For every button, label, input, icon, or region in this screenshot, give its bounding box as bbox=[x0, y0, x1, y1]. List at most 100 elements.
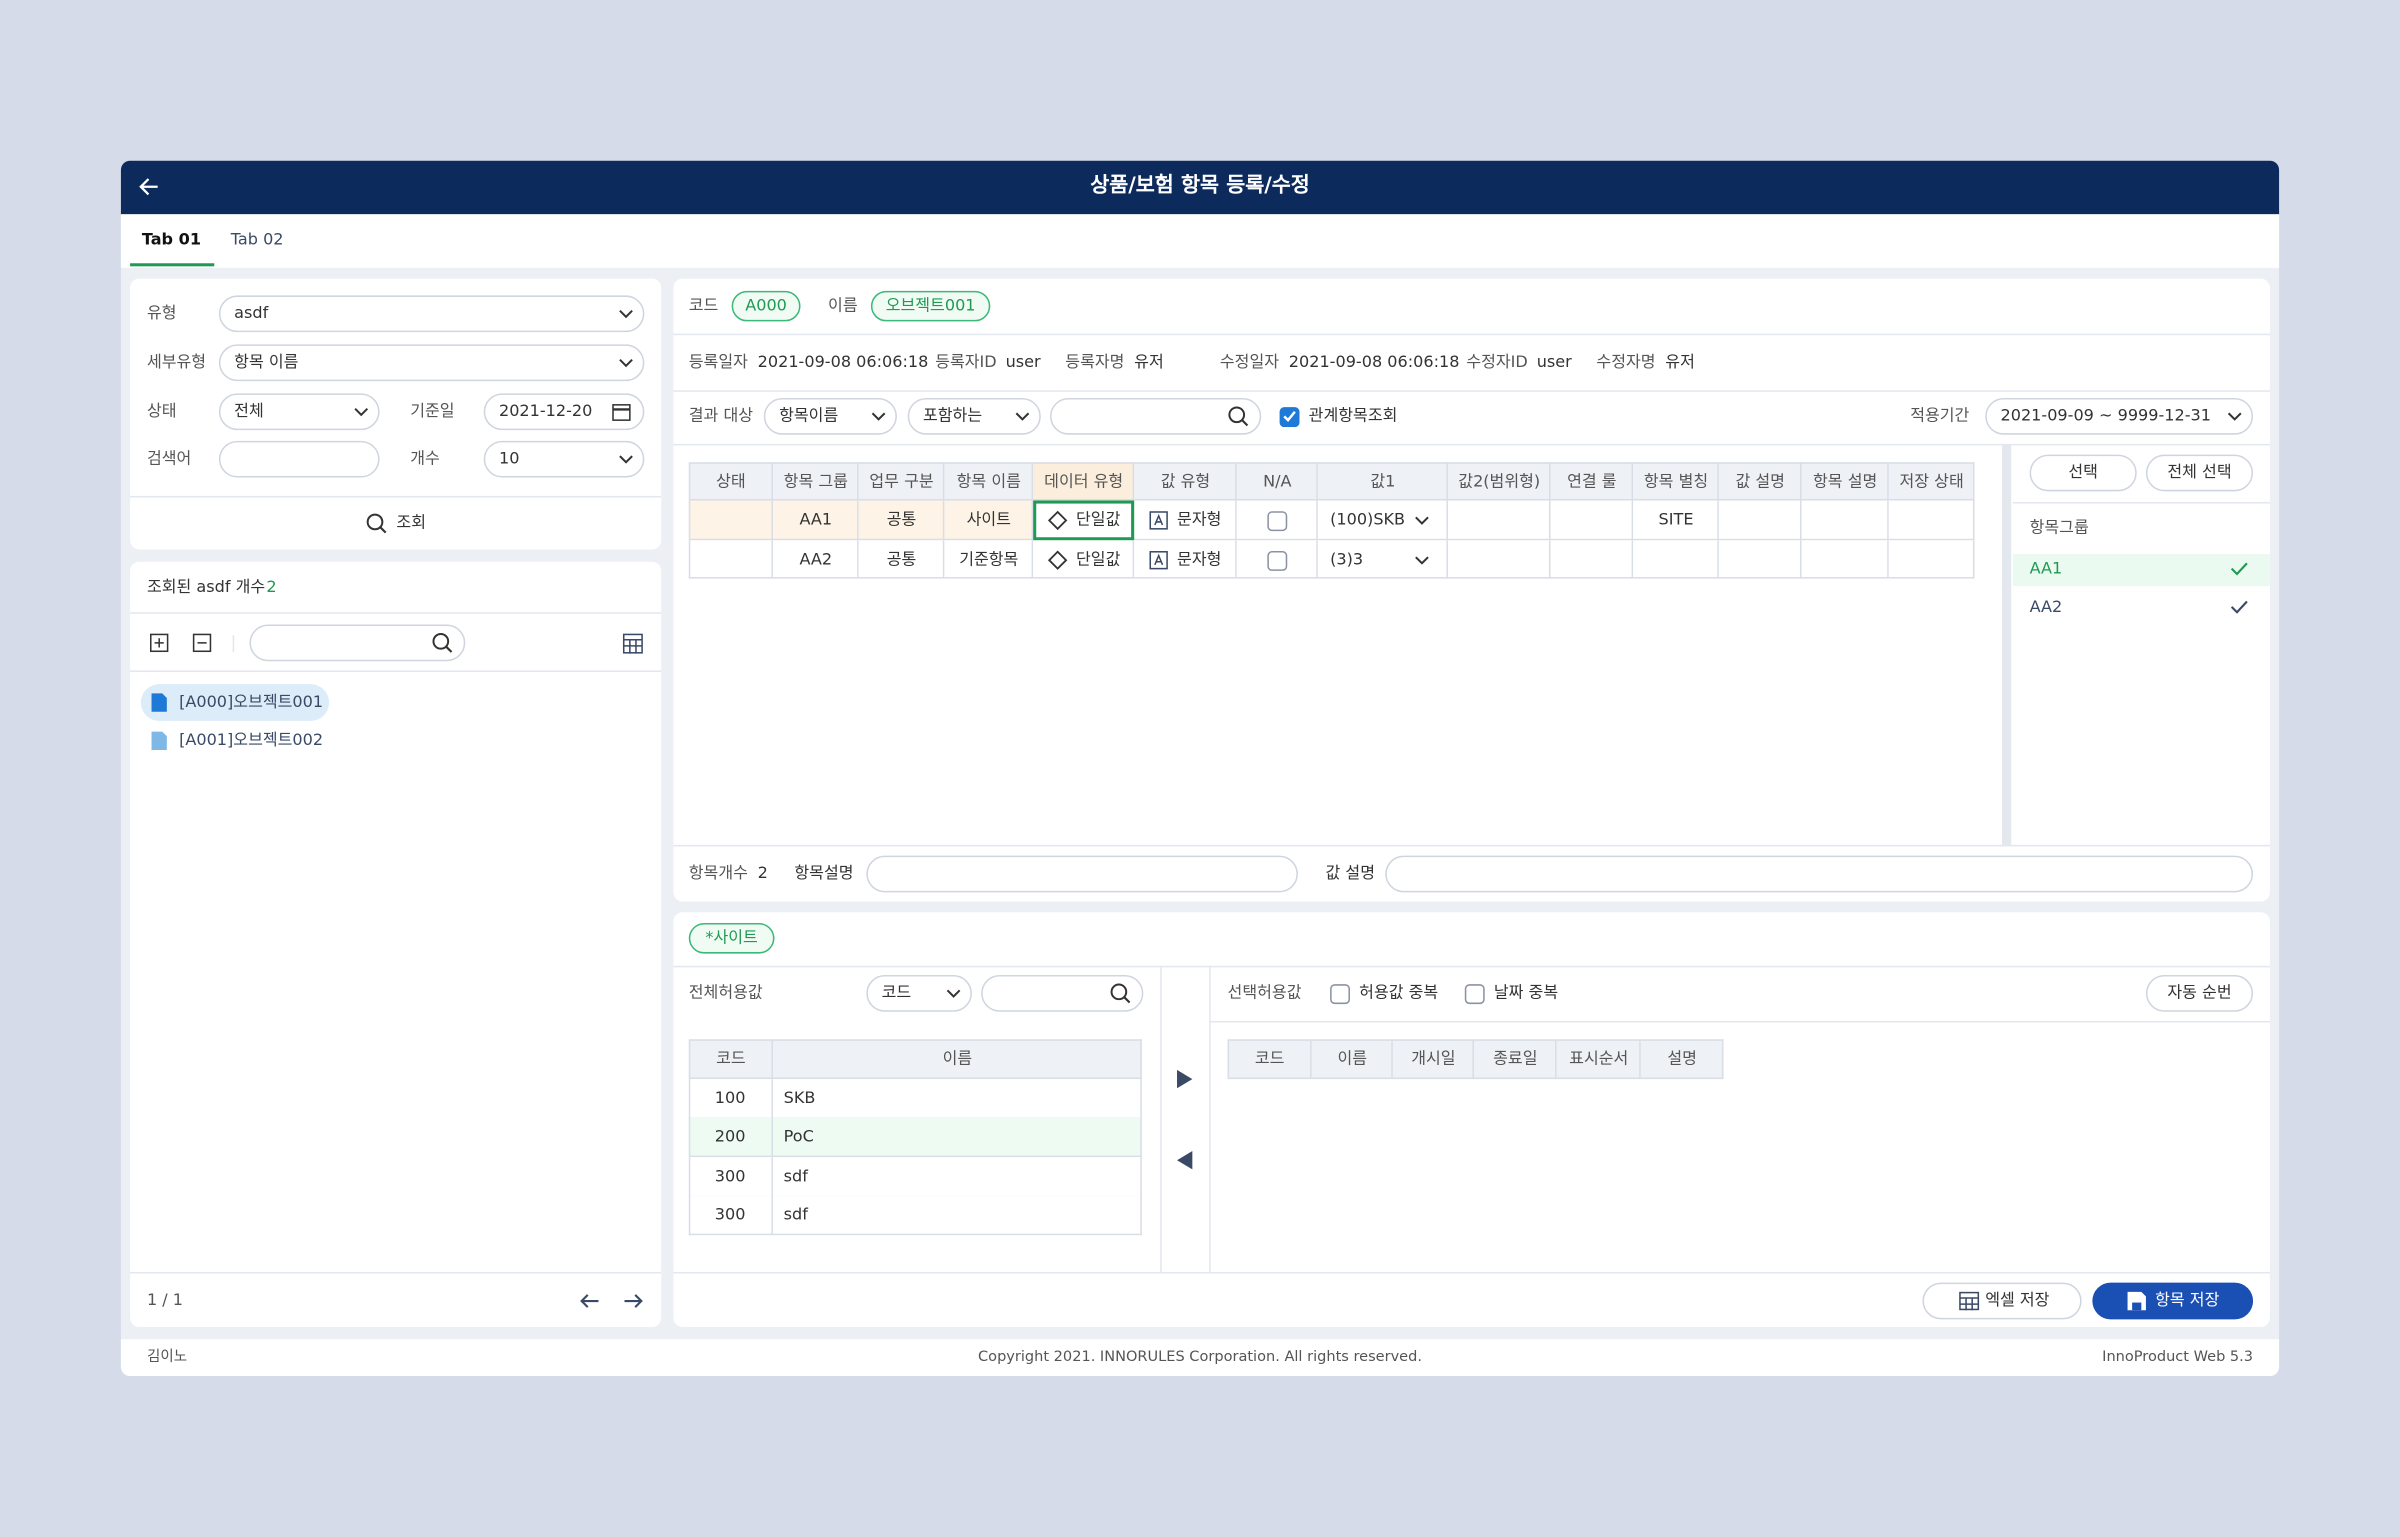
filter-input[interactable] bbox=[1050, 397, 1262, 435]
expand-all-part[interactable] bbox=[154, 638, 164, 648]
meta-label: 등록자명 bbox=[1065, 353, 1125, 372]
move-right-part[interactable] bbox=[1177, 1069, 1193, 1089]
table-cell[interactable] bbox=[772, 500, 859, 541]
chevron-down-part bbox=[1415, 555, 1429, 564]
table-cell[interactable] bbox=[688, 540, 773, 579]
checkbox[interactable] bbox=[1267, 511, 1288, 532]
checkbox[interactable] bbox=[1267, 550, 1288, 571]
value-desc-input[interactable] bbox=[1385, 855, 2254, 893]
table-cell[interactable] bbox=[944, 500, 1034, 541]
grid-icon-part[interactable] bbox=[623, 639, 643, 654]
search-by-select[interactable] bbox=[866, 975, 972, 1012]
back-arrow-part[interactable] bbox=[139, 178, 158, 196]
check-mark-part bbox=[2230, 562, 2248, 576]
tab[interactable]: Tab 01 bbox=[141, 230, 202, 250]
table-cell[interactable] bbox=[772, 1079, 1142, 1119]
move-left[interactable] bbox=[1177, 1151, 1193, 1170]
table-cell[interactable] bbox=[858, 540, 945, 579]
prev-arrow[interactable] bbox=[580, 1293, 600, 1308]
expand-all[interactable] bbox=[150, 633, 169, 653]
move-right[interactable] bbox=[1177, 1069, 1193, 1089]
save-button-label: 항목 저장 bbox=[2155, 1291, 2220, 1310]
table-cell[interactable] bbox=[1134, 540, 1237, 579]
search-button[interactable]: 조회 bbox=[396, 513, 427, 533]
table-cell[interactable] bbox=[1550, 500, 1634, 541]
table-cell[interactable] bbox=[772, 540, 859, 579]
next-arrow[interactable] bbox=[623, 1293, 643, 1308]
expand-all-part[interactable] bbox=[150, 633, 169, 653]
table-cell[interactable] bbox=[1550, 540, 1634, 579]
auto-order-button-label: 자동 순번 bbox=[2167, 983, 2232, 1003]
excel-button[interactable] bbox=[1922, 1282, 2082, 1320]
tab[interactable]: Tab 02 bbox=[230, 230, 284, 250]
tree-title: 조회된 asdf 개수 bbox=[146, 578, 266, 597]
excel-button-label: 엑셀 저장 bbox=[1985, 1291, 2050, 1310]
tree-item[interactable]: [A000]오브젝트001 bbox=[179, 692, 324, 712]
table-cell[interactable] bbox=[688, 500, 773, 541]
diamond-icon-part bbox=[1047, 510, 1068, 531]
table-cell[interactable] bbox=[1134, 500, 1237, 541]
chevron-down bbox=[619, 310, 633, 319]
tree-search[interactable] bbox=[249, 624, 466, 662]
count-select[interactable] bbox=[483, 440, 645, 478]
grid-icon-part[interactable] bbox=[622, 633, 643, 654]
save-button[interactable] bbox=[2092, 1282, 2254, 1320]
tree-item[interactable]: [A001]오브젝트002 bbox=[179, 731, 324, 750]
back-arrow[interactable] bbox=[139, 178, 159, 196]
checkbox[interactable] bbox=[1464, 984, 1485, 1005]
table-cell[interactable] bbox=[772, 1157, 1142, 1197]
table-cell[interactable] bbox=[1633, 540, 1719, 579]
calendar-icon-part bbox=[612, 404, 631, 421]
date-input[interactable] bbox=[483, 393, 645, 431]
chevron-down-part bbox=[619, 358, 633, 368]
select-button[interactable] bbox=[2029, 454, 2137, 492]
save-icon bbox=[2127, 1291, 2146, 1311]
divider bbox=[1209, 965, 1211, 1272]
tab-underline bbox=[130, 263, 215, 267]
table-cell[interactable] bbox=[772, 1195, 1142, 1236]
checkbox[interactable] bbox=[1330, 984, 1350, 1005]
move-left-part[interactable] bbox=[1177, 1151, 1193, 1170]
table-cell-text: AA1 bbox=[799, 510, 833, 530]
table-header: 항목 그룹 bbox=[783, 472, 848, 491]
keyword-input[interactable] bbox=[218, 440, 380, 478]
table-header: N/A bbox=[1263, 472, 1292, 491]
auto-order-button[interactable] bbox=[2145, 975, 2254, 1012]
next-arrow-part[interactable] bbox=[624, 1294, 643, 1308]
table-cell[interactable] bbox=[1801, 540, 1889, 579]
subtype-select[interactable] bbox=[218, 344, 645, 382]
group-item[interactable]: AA1 bbox=[2029, 559, 2063, 579]
chevron-down-part bbox=[354, 407, 369, 417]
table-cell[interactable] bbox=[1801, 500, 1889, 541]
period-select[interactable] bbox=[1985, 397, 2254, 435]
table-cell[interactable] bbox=[772, 1117, 1142, 1158]
table-cell[interactable] bbox=[1718, 500, 1802, 541]
table-cell[interactable] bbox=[688, 1195, 773, 1236]
select-all-button[interactable] bbox=[2145, 454, 2254, 492]
table-cell[interactable] bbox=[1888, 540, 1975, 579]
collapse-all-part[interactable] bbox=[192, 633, 212, 653]
table-cell[interactable] bbox=[1447, 540, 1551, 579]
table-cell[interactable] bbox=[688, 1117, 773, 1158]
grid-icon[interactable] bbox=[622, 633, 643, 654]
tree-item-selected[interactable] bbox=[140, 684, 330, 721]
type-select[interactable] bbox=[218, 295, 645, 333]
status-select[interactable] bbox=[218, 393, 380, 431]
table-cell[interactable] bbox=[1888, 500, 1975, 541]
table-cell[interactable] bbox=[858, 500, 945, 541]
collapse-all[interactable] bbox=[192, 633, 212, 653]
table-cell-text: SKB bbox=[783, 1088, 816, 1108]
desc-input[interactable] bbox=[866, 855, 1298, 893]
table-cell-text: 300 bbox=[714, 1166, 746, 1186]
values-search[interactable] bbox=[981, 975, 1144, 1012]
table-cell[interactable] bbox=[1718, 540, 1802, 579]
divider bbox=[673, 333, 2270, 336]
table-cell[interactable] bbox=[944, 540, 1034, 579]
file-icon bbox=[151, 731, 167, 750]
prev-arrow-part[interactable] bbox=[580, 1294, 599, 1308]
table-cell[interactable] bbox=[1633, 500, 1719, 541]
code-pill-text: A000 bbox=[745, 296, 787, 315]
table-cell[interactable] bbox=[1447, 500, 1551, 541]
group-item[interactable]: AA2 bbox=[2029, 598, 2063, 617]
search-icon-part bbox=[1228, 406, 1246, 424]
